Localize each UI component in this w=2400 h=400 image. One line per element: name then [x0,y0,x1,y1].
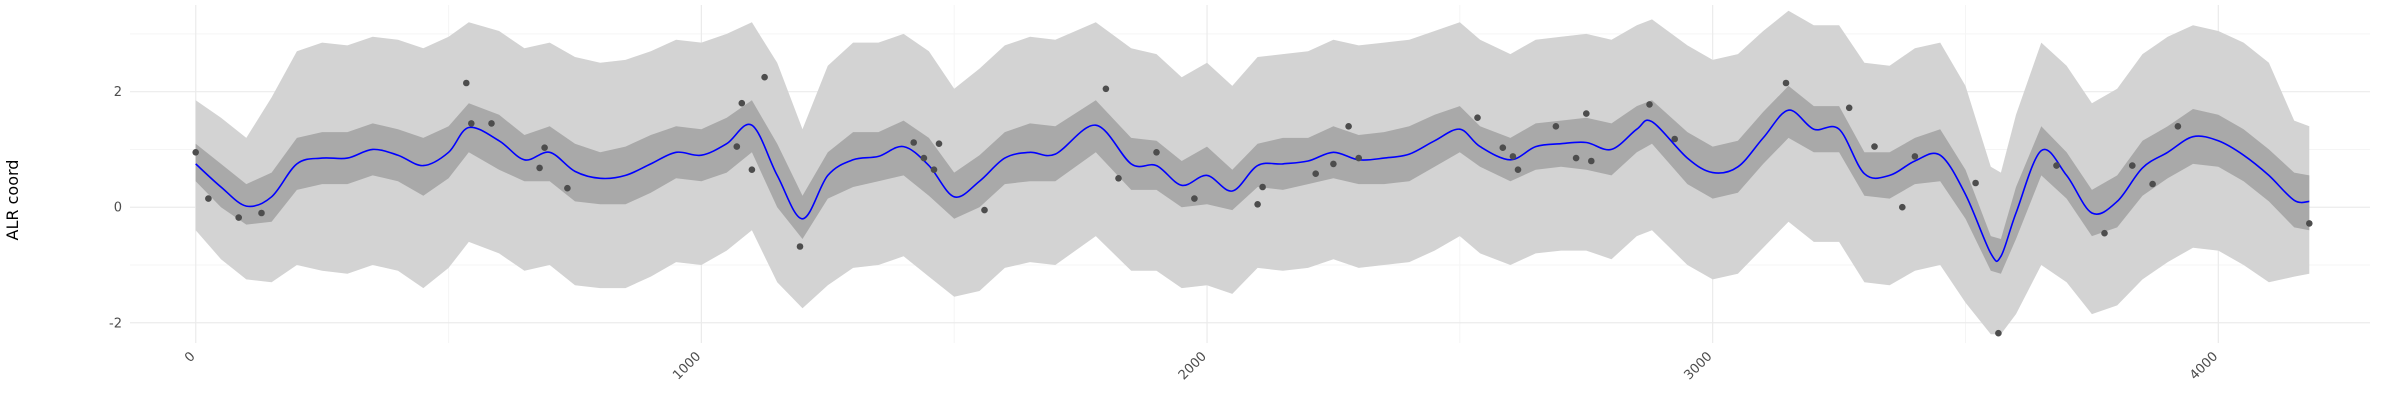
data-point [1312,170,1319,177]
data-point [1671,135,1678,143]
data-point [205,195,212,202]
inner-credible-band [195,85,2310,274]
data-point [1499,144,1507,151]
data-point [1474,114,1481,121]
data-point [1509,153,1517,160]
data-point [748,166,756,173]
data-point [463,79,470,87]
data-point [1355,154,1362,162]
data-point [564,184,571,192]
y-axis-ticks: -2 0 2 [109,85,122,331]
data-point [920,154,928,162]
y-axis-title: ALR coord [3,160,22,241]
data-point [1871,143,1878,150]
data-point [192,149,199,156]
data-point [1115,175,1122,182]
data-point [235,214,242,221]
data-point [2149,180,2156,188]
data-point [733,143,741,150]
data-point [1572,154,1580,162]
data-point [910,139,917,146]
y-tick-label: -2 [109,316,122,331]
data-point [2129,162,2136,169]
data-point [981,206,988,214]
posterior-mean-line [195,109,2310,263]
data-point [761,73,768,81]
data-point [1972,179,1979,187]
data-point [1646,101,1653,108]
data-point [2101,229,2108,237]
data-point [796,243,804,250]
data-point [1583,110,1590,117]
data-point [1552,123,1560,130]
data-point [1588,157,1595,165]
data-point [1330,160,1337,168]
data-point [258,209,265,217]
data-point [541,144,548,151]
data-point [738,99,746,107]
data-point [1153,149,1160,156]
data-point [935,140,943,147]
y-tick-label: 0 [114,201,122,216]
data-point [468,120,475,127]
data-point [2306,220,2313,227]
data-point [1899,203,1906,211]
data-point [2053,162,2060,169]
data-point [536,164,543,172]
y-tick-label: 2 [114,85,122,100]
data-point [1102,85,1110,93]
data-point [1259,183,1266,191]
data-point [1995,329,2002,337]
data-point [930,166,938,173]
data-point [1845,104,1853,112]
data-point [1191,195,1198,202]
data-point [488,120,495,127]
data-point [1782,79,1790,87]
data-point [1911,153,1919,160]
data-point [1345,123,1352,130]
data-point [2174,123,2182,130]
data-point [1254,201,1261,208]
data-point [1514,166,1522,173]
observed-points [192,73,2313,337]
